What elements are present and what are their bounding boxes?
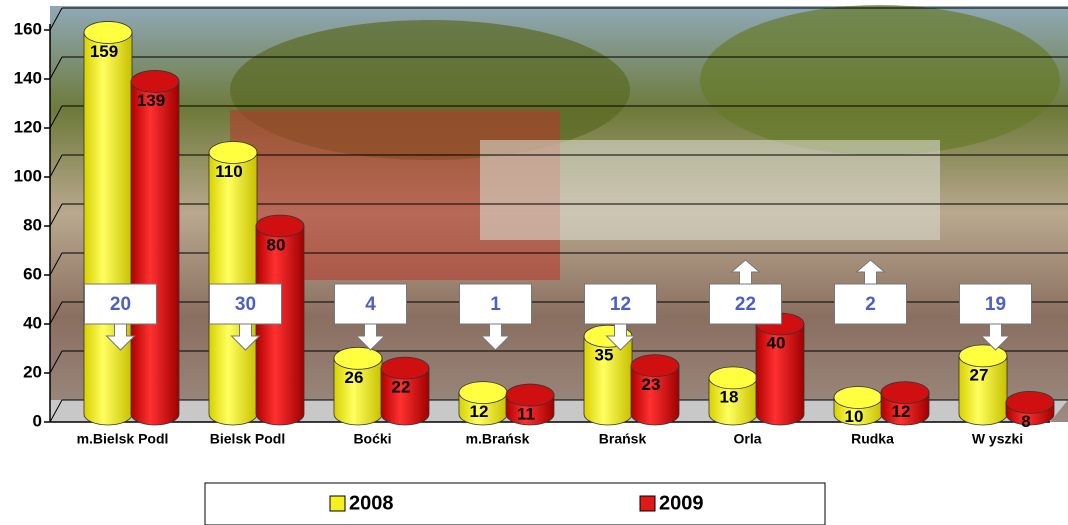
y-tick-label: 120: [14, 117, 42, 136]
x-tick-label: m.Brańsk: [466, 431, 530, 447]
callout-label: 22: [735, 294, 756, 315]
bar-top: [709, 367, 757, 389]
x-tick-label: Brańsk: [599, 431, 647, 447]
bar: [131, 81, 179, 425]
value-label: 12: [892, 402, 911, 421]
background: [50, 5, 1068, 422]
value-label: 22: [392, 378, 411, 397]
y-tick-label: 80: [23, 215, 42, 234]
value-label: 27: [970, 365, 989, 384]
x-tick-label: Bielsk Podl: [210, 431, 285, 447]
x-tick-label: m.Bielsk Podl: [77, 431, 169, 447]
y-tick-label: 100: [14, 166, 42, 185]
legend-label: 2009: [659, 492, 704, 514]
value-label: 159: [90, 42, 118, 61]
callout-label: 1: [490, 294, 501, 315]
legend: [205, 483, 825, 525]
legend-swatch: [640, 496, 655, 511]
value-label: 26: [345, 368, 364, 387]
value-label: 35: [595, 346, 614, 365]
value-label: 12: [470, 402, 489, 421]
bar-top: [459, 382, 507, 404]
value-label: 11: [517, 405, 535, 424]
bar-top: [959, 345, 1007, 367]
y-tick-label: 60: [23, 264, 42, 283]
bar-top: [381, 357, 429, 379]
bar: [84, 32, 132, 425]
value-label: 8: [1021, 412, 1030, 431]
bar-top: [881, 382, 929, 404]
legend-swatch: [330, 496, 345, 511]
bar-top: [84, 21, 132, 43]
bar-top: [834, 387, 882, 409]
y-tick-label: 0: [33, 411, 42, 430]
legend-label: 2008: [349, 492, 394, 514]
callout-label: 20: [110, 294, 131, 315]
bar-top: [256, 215, 304, 237]
callout-label: 4: [365, 294, 376, 315]
value-label: 110: [215, 162, 242, 181]
chart: 020406080100120140160m.Bielsk Podl159139…: [0, 0, 1068, 525]
x-tick-label: Boćki: [353, 431, 391, 447]
value-label: 23: [642, 375, 661, 394]
value-label: 80: [267, 235, 286, 254]
x-tick-label: W yszki: [972, 431, 1023, 447]
x-tick-label: Orla: [733, 431, 761, 447]
callout-label: 19: [985, 294, 1006, 315]
bar-top: [631, 355, 679, 377]
bar-top: [334, 347, 382, 369]
bar-top: [506, 384, 554, 406]
y-tick-label: 160: [14, 19, 42, 38]
value-label: 10: [845, 407, 864, 426]
bar-top: [131, 70, 179, 92]
bar-top: [1006, 391, 1054, 413]
value-label: 40: [767, 333, 786, 352]
bar: [256, 226, 304, 425]
y-tick-label: 40: [23, 313, 42, 332]
callout-label: 2: [865, 294, 876, 315]
x-tick-label: Rudka: [851, 431, 894, 447]
y-tick-label: 20: [23, 362, 42, 381]
callout-label: 30: [235, 294, 256, 315]
value-label: 139: [137, 91, 165, 110]
bar-top: [209, 142, 257, 164]
callout-label: 12: [610, 294, 631, 315]
y-tick-label: 140: [14, 68, 42, 87]
value-label: 18: [720, 387, 739, 406]
